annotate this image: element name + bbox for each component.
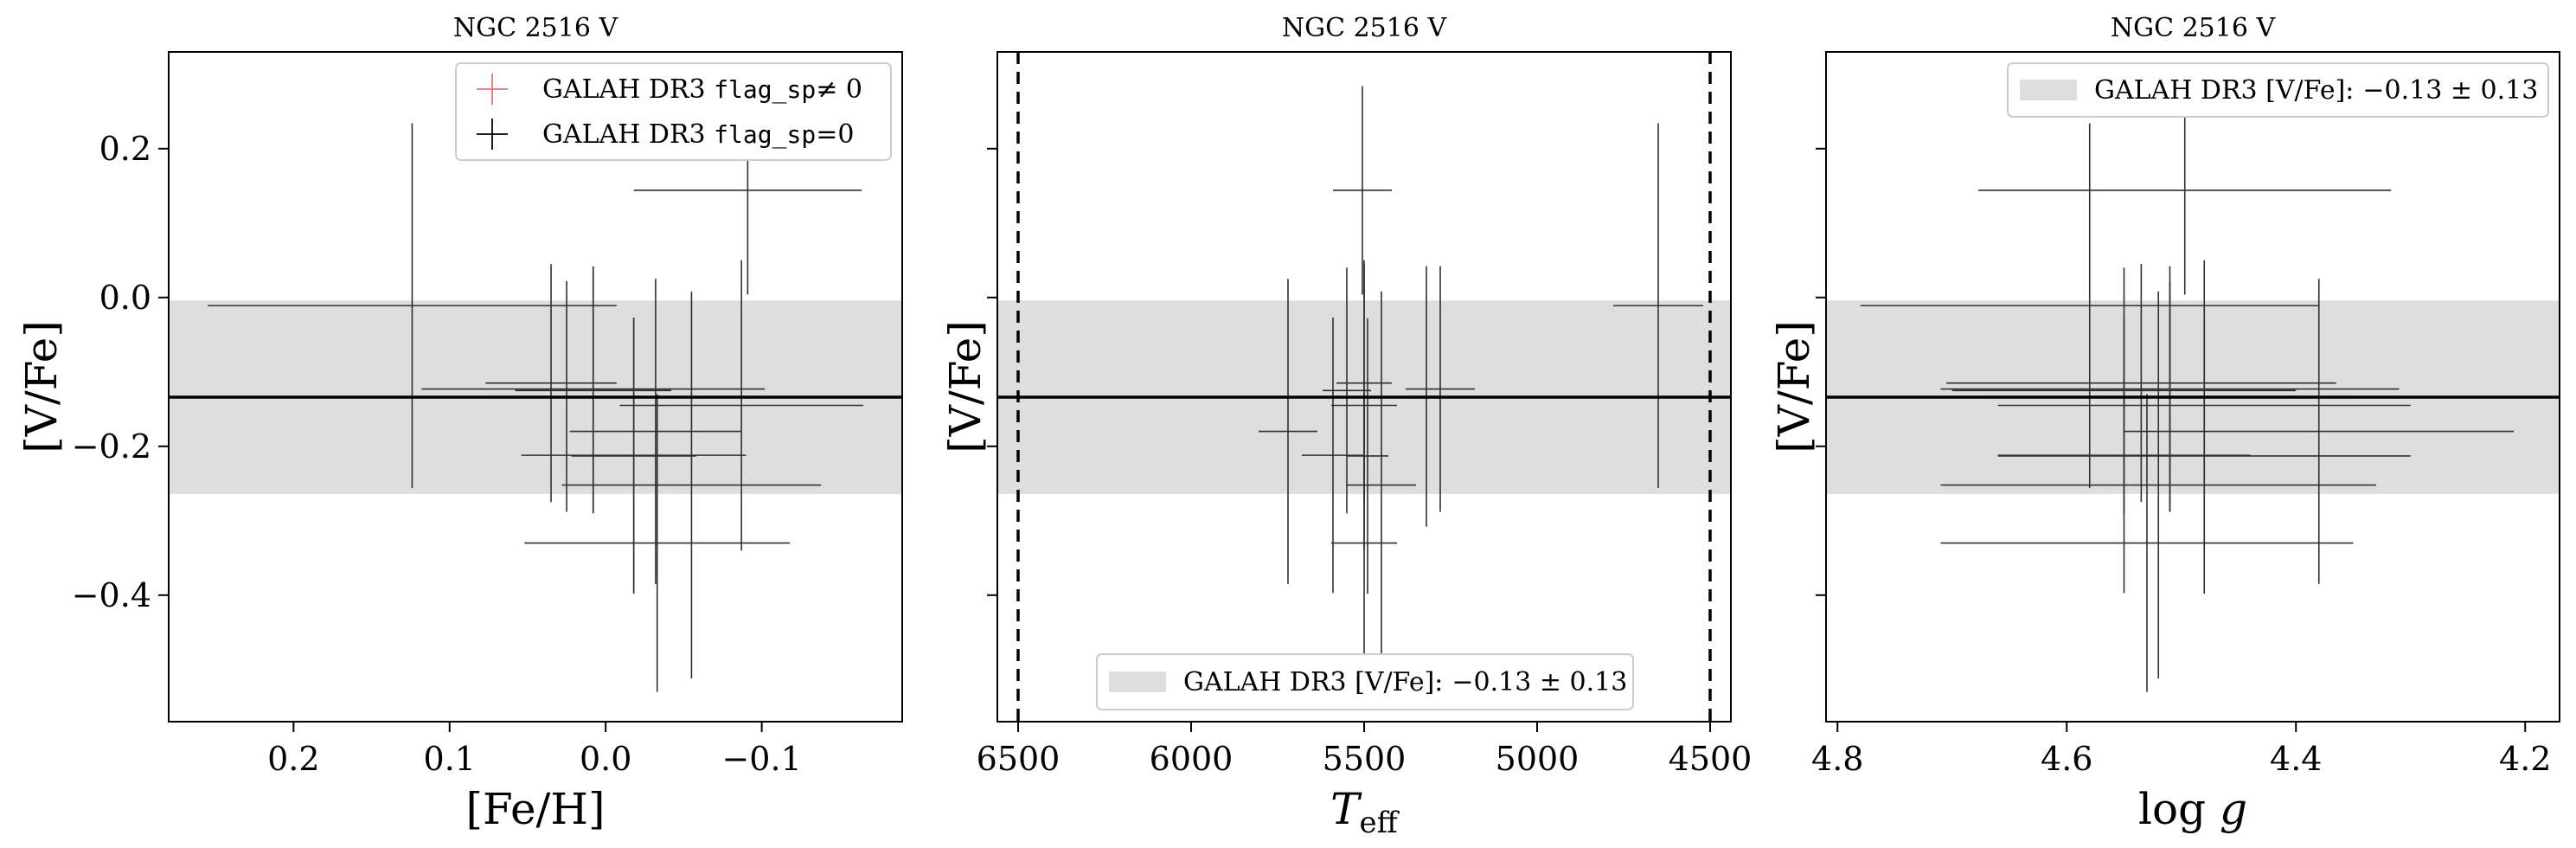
data-point-3 bbox=[485, 264, 617, 503]
x-tick-label: 4.4 bbox=[2270, 740, 2322, 778]
x-axis-label-main: log bbox=[2138, 784, 2220, 834]
plot-area bbox=[997, 52, 1731, 722]
x-axis-label: Teff bbox=[1330, 784, 1400, 840]
plot-area bbox=[1826, 86, 2560, 692]
legend-prefix: GALAH DR3 [V/Fe]: bbox=[2094, 75, 2354, 106]
panel-title: NGC 2516 V bbox=[1282, 13, 1448, 43]
x-axis-label: log g bbox=[2138, 784, 2247, 834]
x-axis-label-var: g bbox=[2220, 784, 2247, 834]
plot-area bbox=[169, 86, 902, 692]
data-point-11 bbox=[1347, 318, 1388, 594]
axes-frame bbox=[1825, 51, 2560, 723]
x-tick-label: 6500 bbox=[977, 740, 1061, 778]
y-tick-label: −0.2 bbox=[72, 427, 151, 466]
x-tick-label: 0.0 bbox=[580, 740, 631, 778]
x-axis-label-main: T bbox=[1330, 784, 1362, 834]
legend-code: flag_sp bbox=[714, 120, 816, 150]
x-tick-label: 0.2 bbox=[267, 740, 319, 778]
legend-prefix: GALAH DR3 bbox=[542, 74, 714, 105]
legend-marker-patch bbox=[2020, 80, 2077, 100]
data-point-1 bbox=[1978, 86, 2392, 295]
x-tick-label: −0.1 bbox=[721, 740, 801, 778]
x-tick-label: 4.6 bbox=[2041, 740, 2092, 778]
x-tick-label: 0.1 bbox=[424, 740, 476, 778]
x-tick-label: 4.2 bbox=[2499, 740, 2551, 778]
legend: GALAH DR3 [V/Fe]: −0.13 ± 0.13 bbox=[2007, 62, 2549, 118]
legend-code: flag_sp bbox=[714, 75, 816, 105]
data-point-8 bbox=[1347, 291, 1416, 679]
legend-suffix: −0.13 ± 0.13 bbox=[1451, 667, 1627, 697]
y-tick-label: −0.4 bbox=[72, 576, 151, 614]
data-point-5 bbox=[619, 260, 863, 551]
panel-title: NGC 2516 V bbox=[453, 13, 619, 43]
legend-entry-text: GALAH DR3 flag_sp=0 bbox=[542, 119, 854, 150]
y-tick-label: 0.2 bbox=[99, 130, 151, 168]
data-point-2 bbox=[1613, 123, 1703, 488]
y-axis-label: [V/Fe] bbox=[1769, 320, 1819, 453]
data-point-10 bbox=[524, 394, 791, 692]
x-tick-label: 5500 bbox=[1323, 740, 1407, 778]
data-point-2 bbox=[208, 123, 617, 488]
data-point-10 bbox=[1331, 394, 1397, 692]
x-tick-label: 5000 bbox=[1496, 740, 1580, 778]
axes-frame bbox=[168, 51, 903, 723]
data-point-11 bbox=[1997, 318, 2411, 594]
data-point-2 bbox=[1860, 123, 2319, 488]
data-point-12 bbox=[1951, 267, 2297, 514]
data-point-7 bbox=[1302, 318, 1364, 594]
legend-marker-patch bbox=[1109, 671, 1166, 692]
data-point-3 bbox=[1946, 264, 2336, 503]
legend-prefix: GALAH DR3 [V/Fe]: bbox=[1183, 667, 1443, 697]
data-point-12 bbox=[1323, 267, 1371, 514]
data-point-4 bbox=[1406, 266, 1475, 512]
x-axis-label-sub: eff bbox=[1360, 806, 1400, 840]
legend-entry-text: GALAH DR3 [V/Fe]: −0.13 ± 0.13 bbox=[1183, 667, 1627, 697]
data-point-12 bbox=[515, 267, 671, 514]
legend-frame bbox=[455, 62, 892, 161]
panel-2: 6500 6000 5500 5000 4500 NGC 2516 V [V/Fe] Teff… bbox=[940, 13, 1752, 840]
data-point-10 bbox=[1940, 394, 2354, 692]
legend-suffix: ≠ 0 bbox=[816, 74, 862, 105]
legend-entry-text: GALAH DR3 flag_sp≠ 0 bbox=[542, 74, 862, 105]
data-point-8 bbox=[1940, 291, 2376, 679]
x-tick-label: 4.8 bbox=[1811, 740, 1863, 778]
data-point-6 bbox=[1259, 279, 1317, 584]
legend-suffix: −0.13 ± 0.13 bbox=[2362, 75, 2538, 106]
data-point-11 bbox=[571, 318, 696, 594]
legend-frame bbox=[2007, 62, 2549, 118]
panel-title: NGC 2516 V bbox=[2111, 13, 2277, 43]
data-point-6 bbox=[569, 279, 742, 584]
legend: GALAH DR3 [V/Fe]: −0.13 ± 0.13 bbox=[1096, 653, 1634, 710]
x-tick-label: 6000 bbox=[1150, 740, 1234, 778]
data-point-8 bbox=[561, 291, 822, 679]
y-tick-label: 0.0 bbox=[99, 279, 151, 317]
x-tick-label: 4500 bbox=[1669, 740, 1753, 778]
panel-1: 0.2 0.1 0.0 −0.1 0.2 0.0 −0.2 −0.4 NGC 2516 V [V/… bbox=[16, 13, 903, 834]
legend-entry-text: GALAH DR3 [V/Fe]: −0.13 ± 0.13 bbox=[2094, 75, 2538, 106]
panel-3: 4.8 4.6 4.4 4.2 NGC 2516 V [V/Fe] log g GALAH D… bbox=[1769, 13, 2560, 834]
y-axis-label: [V/Fe] bbox=[16, 320, 67, 453]
legend-frame bbox=[1096, 653, 1634, 710]
legend-prefix: GALAH DR3 bbox=[542, 119, 714, 150]
x-axis-label: [Fe/H] bbox=[465, 784, 605, 834]
data-point-6 bbox=[2124, 279, 2514, 584]
y-axis-label: [V/Fe] bbox=[940, 320, 990, 453]
legend-suffix: =0 bbox=[816, 119, 854, 150]
data-point-1 bbox=[1333, 86, 1392, 295]
